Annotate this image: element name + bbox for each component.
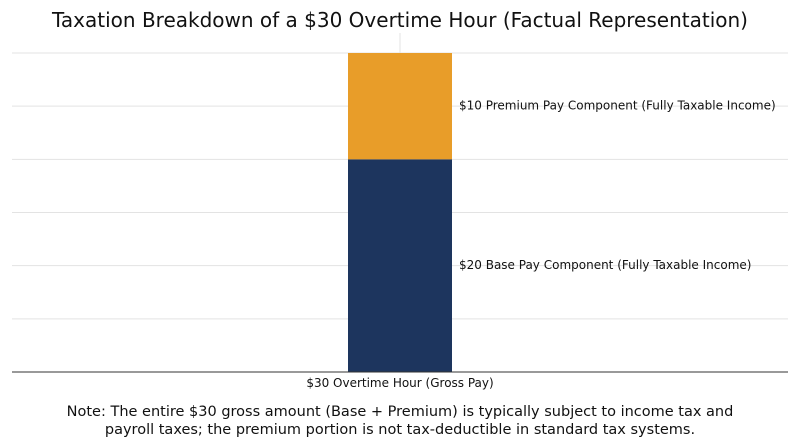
x-tick-label-0: $30 Overtime Hour (Gross Pay) (306, 376, 493, 390)
chart-note: Note: The entire $30 gross amount (Base … (0, 403, 800, 439)
data-labels: $20 Base Pay Component (Fully Taxable In… (459, 99, 776, 272)
chart-note-line-2: payroll taxes; the premium portion is no… (104, 422, 696, 438)
bars (348, 53, 452, 372)
bar-segment-label-1: $10 Premium Pay Component (Fully Taxable… (459, 99, 776, 113)
x-axis-ticks: $30 Overtime Hour (Gross Pay) (306, 376, 493, 390)
bar-segment-0 (348, 159, 452, 372)
chart-note-line-1: Note: The entire $30 gross amount (Base … (66, 404, 734, 420)
bar-segment-1 (348, 53, 452, 160)
bar-segment-label-0: $20 Base Pay Component (Fully Taxable In… (459, 258, 751, 272)
chart-title: Taxation Breakdown of a $30 Overtime Hou… (52, 8, 748, 32)
